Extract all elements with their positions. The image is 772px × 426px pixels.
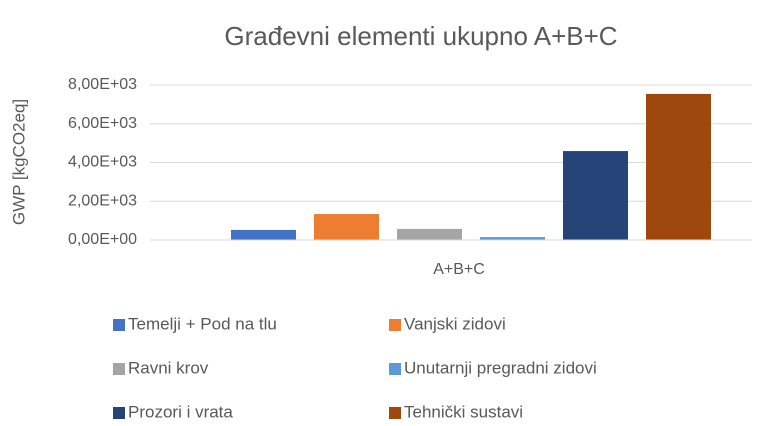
bar bbox=[563, 151, 628, 240]
y-tick-label: 0,00E+00 bbox=[68, 231, 137, 248]
legend-label: Vanjski zidovi bbox=[404, 314, 506, 333]
x-tick-label: A+B+C bbox=[433, 261, 485, 278]
y-tick-label: 2,00E+03 bbox=[68, 192, 137, 209]
legend-label: Prozori i vrata bbox=[128, 402, 233, 421]
legend-label: Tehnički sustavi bbox=[404, 402, 523, 421]
legend-swatch bbox=[113, 407, 125, 419]
legend-swatch bbox=[113, 319, 125, 331]
bar bbox=[397, 228, 462, 240]
y-tick-label: 4,00E+03 bbox=[68, 154, 137, 171]
bar bbox=[646, 93, 711, 240]
y-tick-label: 8,00E+03 bbox=[68, 76, 137, 93]
legend-swatch bbox=[389, 407, 401, 419]
legend-label: Temelji + Pod na tlu bbox=[128, 314, 277, 333]
legend-swatch bbox=[113, 363, 125, 375]
legend-label: Ravni krov bbox=[128, 358, 209, 377]
bar bbox=[480, 237, 545, 240]
chart-title: Građevni elementi ukupno A+B+C bbox=[224, 21, 617, 51]
bar bbox=[314, 214, 379, 240]
y-tick-label: 6,00E+03 bbox=[68, 115, 137, 132]
y-axis-label: GWP [kgCO2eq] bbox=[9, 99, 28, 225]
legend-label: Unutarnji pregradni zidovi bbox=[404, 358, 597, 377]
bar bbox=[231, 229, 296, 240]
legend-swatch bbox=[389, 319, 401, 331]
legend-swatch bbox=[389, 363, 401, 375]
